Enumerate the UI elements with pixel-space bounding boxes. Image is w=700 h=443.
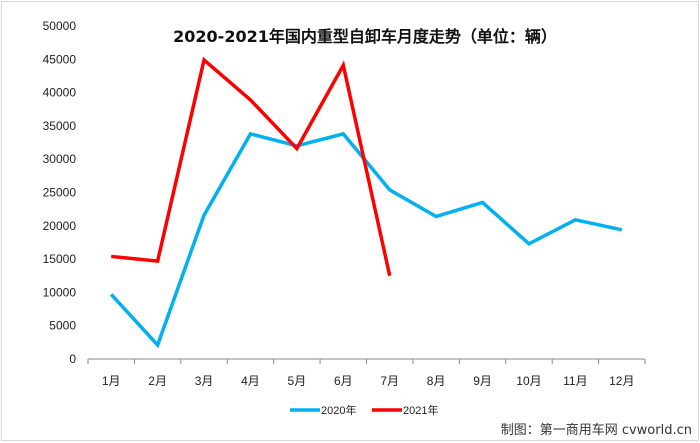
- y-tick-label: 25000: [43, 186, 77, 200]
- x-tick-label: 3月: [195, 374, 214, 388]
- x-tick-label: 4月: [241, 374, 260, 388]
- x-tick-label: 12月: [609, 374, 634, 388]
- legend-label: 2020年: [321, 403, 356, 417]
- x-tick-label: 2月: [148, 374, 167, 388]
- y-tick-label: 0: [69, 352, 76, 366]
- y-tick-label: 30000: [43, 152, 77, 166]
- y-tick-label: 40000: [43, 86, 77, 100]
- y-tick-label: 10000: [43, 285, 77, 299]
- x-tick-label: 9月: [473, 374, 492, 388]
- x-tick-label: 10月: [516, 374, 541, 388]
- y-tick-label: 50000: [43, 19, 77, 33]
- x-tick-label: 6月: [334, 374, 353, 388]
- x-tick-label: 11月: [563, 374, 587, 388]
- x-tick-label: 1月: [102, 374, 121, 388]
- series-line-2021年: [111, 56, 392, 277]
- y-tick-label: 20000: [43, 219, 77, 233]
- y-tick-label: 15000: [43, 252, 77, 266]
- series-line-2020年: [109, 131, 623, 349]
- x-tick-label: 7月: [380, 374, 399, 388]
- legend-label: 2021年: [403, 403, 438, 417]
- y-tick-label: 5000: [49, 319, 76, 333]
- x-tick-label: 5月: [288, 374, 307, 388]
- y-tick-label: 45000: [43, 52, 77, 66]
- chart-credit: 制图：第一商用车网 cvworld.cn: [501, 422, 692, 438]
- chart-title: 2020-2021年国内重型自卸车月度走势（单位：辆）: [173, 27, 557, 46]
- x-tick-label: 8月: [427, 374, 446, 388]
- y-tick-label: 35000: [43, 119, 77, 133]
